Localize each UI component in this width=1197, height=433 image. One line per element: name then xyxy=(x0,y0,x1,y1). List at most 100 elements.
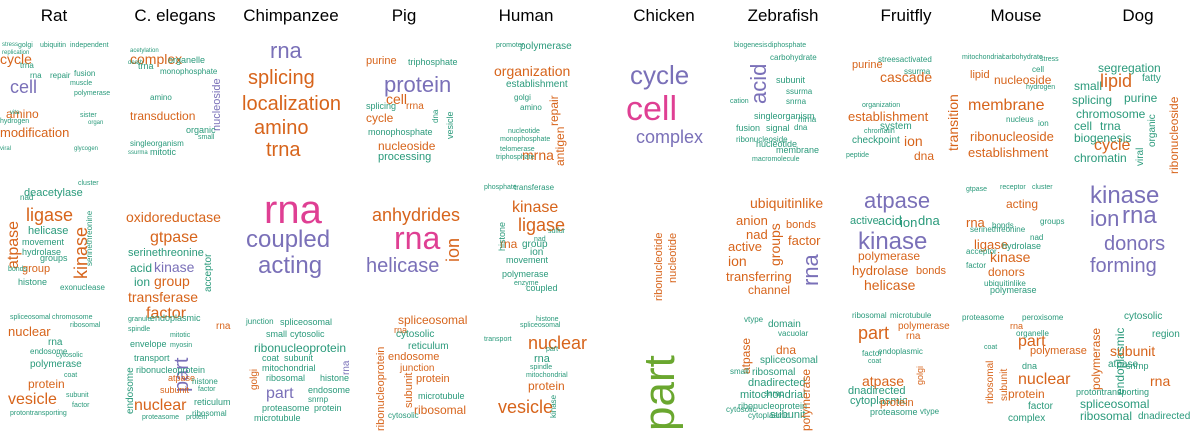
cloud-word: muscle xyxy=(70,80,93,87)
cloud-word: purine xyxy=(366,55,397,67)
cloud-word: establishment xyxy=(848,109,929,124)
cloud-word: helicase xyxy=(366,255,440,277)
cloud-word: cycle xyxy=(366,111,394,125)
cloud-word: gtpase xyxy=(966,186,988,193)
cloud-word: cycle xyxy=(1094,137,1131,154)
cloud-word: organization xyxy=(494,63,571,79)
cloud-word: fatty xyxy=(1142,73,1161,84)
cloud-word: factor xyxy=(146,305,187,322)
cloud-word: carbohydrate xyxy=(1002,54,1043,61)
cloud-word: donors xyxy=(1104,233,1166,255)
cloud-word: ribosomal xyxy=(985,360,996,404)
cloud-word: antigen xyxy=(553,126,567,167)
species-header: C. elegans xyxy=(134,6,216,25)
species-header: Fruitfly xyxy=(880,6,932,25)
cloud-word: transferring xyxy=(726,269,792,284)
cloud-word: nucleoside xyxy=(994,73,1052,87)
cloud-word: peptide xyxy=(846,152,869,159)
cloud-word: ion xyxy=(1038,119,1049,128)
cloud-word: monophosphate xyxy=(500,136,551,143)
cloud-word: signal xyxy=(766,123,790,133)
cloud-word: nucleotide xyxy=(756,139,798,149)
cloud-word: rna xyxy=(798,254,823,287)
cloud-word: cell xyxy=(626,90,678,128)
cloud-word: trna xyxy=(1100,119,1121,133)
cloud-word: rna xyxy=(500,237,518,251)
cloud-word: small xyxy=(1074,79,1103,93)
cloud-word: nad xyxy=(746,227,768,242)
cloud-word: rna xyxy=(906,331,921,342)
cloud-word: small xyxy=(730,367,749,376)
cloud-word: fusion xyxy=(74,69,96,78)
cloud-word: telomerase xyxy=(500,146,535,153)
cloud-word: helicase xyxy=(28,225,69,237)
cloud-word: dna xyxy=(794,123,808,132)
cloud-word: ribosomal xyxy=(266,373,306,383)
cloud-word: ribonucleoside xyxy=(736,135,788,144)
cloud-word: ssurma xyxy=(904,67,931,76)
cloud-word: serinethreonine xyxy=(128,247,204,259)
cloud-word: modification xyxy=(0,125,70,140)
cloud-word: cytoplasmic xyxy=(850,395,908,407)
cloud-word: independent xyxy=(70,42,109,49)
cloud-word: reticulum xyxy=(194,397,231,407)
cloud-word: nuclear xyxy=(8,324,51,339)
cloud-word: vita xyxy=(10,110,20,116)
cloud-word: kinase xyxy=(512,199,559,216)
cloud-word: kinase xyxy=(549,395,558,419)
cloud-word: anhydrides xyxy=(372,205,461,225)
cloud-word: part xyxy=(266,385,294,402)
cloud-word: triphosphate xyxy=(408,57,458,67)
cloud-word: cluster xyxy=(1032,184,1053,191)
cloud-word: kinase xyxy=(990,249,1031,265)
cloud-word: nuclear xyxy=(134,397,187,414)
cloud-word: golgi xyxy=(915,365,925,385)
cloud-word: ribonucleoside xyxy=(970,129,1054,144)
cloud-word: acceptor xyxy=(966,247,997,256)
cloud-word: subunit xyxy=(776,75,806,85)
cloud-word: ligase xyxy=(518,215,566,235)
cloud-word: cell xyxy=(1032,65,1045,74)
cloud-word: movement xyxy=(506,255,549,265)
cloud-word: splicing xyxy=(248,67,315,89)
cloud-word: nucleotide xyxy=(667,232,679,283)
cloud-word: polymerase xyxy=(858,249,921,263)
cloud-word: stress xyxy=(1040,56,1059,63)
cloud-word: rrna xyxy=(406,101,424,112)
cloud-word: cell xyxy=(386,91,408,107)
cloud-word: organic xyxy=(186,125,216,135)
cloud-word: polymerase xyxy=(799,368,813,431)
cloud-word: hydrogen xyxy=(1026,84,1056,91)
cloud-word: mitochondrial xyxy=(262,363,316,373)
cloud-word: viral xyxy=(0,146,12,152)
cloud-word: coat xyxy=(64,372,78,379)
cloud-word: promoter xyxy=(496,42,525,49)
cloud-word: rna xyxy=(30,71,42,80)
cloud-word: atpase xyxy=(168,373,196,383)
cloud-word: replication xyxy=(2,50,30,56)
cloud-word: death xyxy=(128,60,144,66)
cloud-word: ribonucleoprotein xyxy=(136,365,206,375)
cloud-word: nad xyxy=(534,236,546,243)
cloud-word: polymerase xyxy=(898,321,950,332)
cloud-word: mitochondrial xyxy=(962,54,1004,61)
cloud-word: granule xyxy=(128,316,152,323)
cloud-word: subunit xyxy=(160,385,190,395)
cloud-word: polymerase xyxy=(990,285,1037,295)
cloud-word: cytoplasmic xyxy=(748,411,790,420)
cloud-word: dna xyxy=(914,149,935,163)
cloud-word: snrnp xyxy=(764,389,785,398)
cloud-word: spliceosomal xyxy=(10,314,51,321)
cloud-word: mrna xyxy=(522,147,554,163)
cloud-word: repair xyxy=(50,71,71,80)
cloud-word: spliceosomal xyxy=(398,313,468,327)
cloud-word: helicase xyxy=(864,277,916,293)
cloud-word: ribosomal xyxy=(414,403,467,417)
cloud-word: rna xyxy=(216,321,231,332)
cloud-word: coat xyxy=(868,358,882,365)
cloud-word: histone xyxy=(497,221,507,251)
cloud-word: protein xyxy=(186,414,208,421)
cloud-word: polymerase xyxy=(520,41,572,52)
cloud-word: carbohydrate xyxy=(770,53,817,62)
cloud-word: anion xyxy=(736,213,768,228)
